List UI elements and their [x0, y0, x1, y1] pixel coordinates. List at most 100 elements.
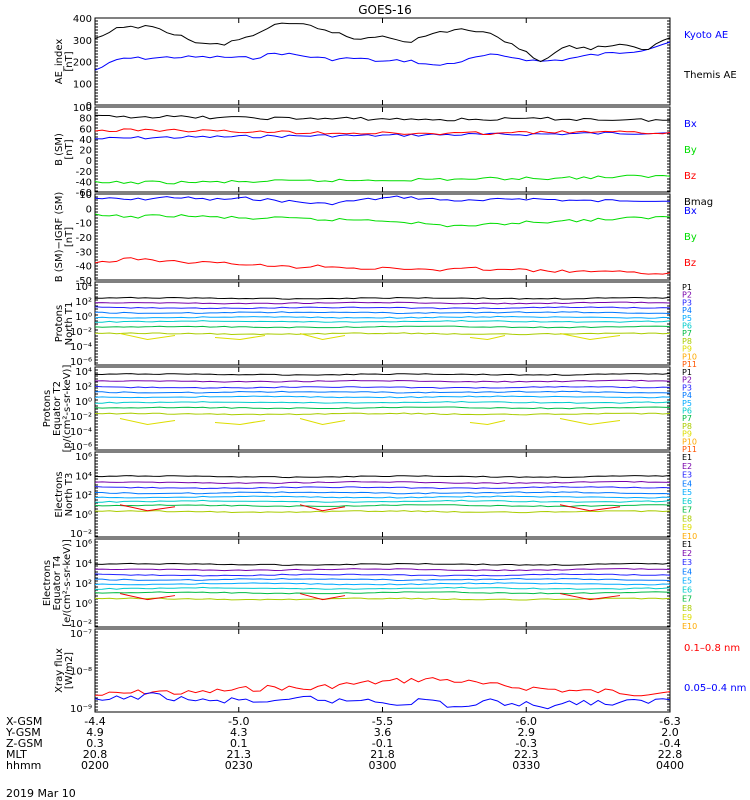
y-tick-label: 10⁻² [70, 327, 92, 338]
y-tick-label: 10⁰ [75, 510, 92, 521]
sparse-segment [469, 334, 506, 340]
channel-label: E7 [682, 595, 692, 604]
y-tick-label: 10⁰ [75, 397, 92, 408]
y-tick-label: 20 [79, 146, 92, 157]
y-tick-label: 10⁻⁷ [70, 629, 92, 640]
y-axis-label-line: [p/(cm²-s-sr-keV)] [62, 365, 73, 453]
channel-label: E9 [682, 613, 692, 622]
sparse-segment [299, 504, 346, 512]
y-tick-label: 10⁶ [75, 539, 92, 550]
channel-line-P2 [94, 301, 671, 305]
footer-value: 0300 [369, 759, 397, 772]
channel-line-P6 [95, 319, 671, 323]
footer-value: 21.3 [227, 748, 252, 761]
channel-label: P4 [682, 391, 692, 400]
sparse-segment [119, 504, 176, 512]
y-axis-label-line: Equator T4 [52, 556, 63, 611]
footer-value: 0.3 [86, 737, 104, 750]
y-axis-label: B (SM)−IGRF (SM)[nT] [54, 192, 75, 283]
series-line-Bz [94, 257, 671, 275]
y-tick-label: 10⁻⁸ [70, 667, 92, 678]
footer-value: -6.0 [516, 715, 537, 728]
y-axis-label-line: [nT] [64, 51, 75, 71]
panel-bigrf: B (SM)−IGRF (SM)[nT]-50-40-30-20-10010Bx… [54, 190, 697, 287]
y-axis-label-line: AE_index [54, 39, 65, 85]
sparse-segment [299, 593, 346, 601]
channel-line-P6 [95, 400, 671, 404]
y-tick-label: 10⁴ [75, 282, 92, 293]
channel-label: E1 [682, 540, 692, 549]
channel-label: E6 [682, 586, 692, 595]
channel-label: E5 [682, 576, 692, 585]
footer-value: 0230 [225, 759, 253, 772]
footer-value: 0330 [512, 759, 540, 772]
footer-table: X-GSM -4.4 -5.0 -5.5 -6.0 -6.3 Y-GSM 4.9 4.3 3.6 2… [5, 715, 684, 772]
footer-value: 4.3 [230, 726, 248, 739]
footer-value: 0400 [656, 759, 684, 772]
y-tick-label: 10⁴ [75, 367, 92, 378]
legend-entry: By [684, 145, 697, 156]
y-tick-label: 10⁻⁶ [70, 442, 92, 453]
channel-line-E1 [94, 474, 671, 479]
sparse-segment [559, 332, 621, 340]
legend-entry: Bz [684, 171, 696, 182]
channel-label: P1 [682, 283, 692, 292]
series-line-By [94, 213, 671, 228]
y-axis-label-line: Protons [42, 390, 53, 427]
channel-line-E4 [95, 491, 671, 495]
y-axis-label-line: Protons [54, 305, 65, 342]
y-axis-label-line: North T1 [64, 302, 75, 346]
footer-value: 22.8 [658, 748, 683, 761]
channel-label: E8 [682, 514, 692, 523]
legend-entry: Bx [684, 206, 697, 217]
channel-line-E2 [94, 480, 671, 485]
legend-entry: Bz [684, 258, 696, 269]
y-tick-label: 10² [75, 382, 92, 393]
footer-value: -0.4 [659, 737, 680, 750]
channel-label: P5 [682, 399, 692, 408]
panel-frame [94, 281, 671, 366]
y-axis-label: ElectronsNorth T3 [54, 471, 75, 517]
channel-line-P2 [94, 379, 671, 383]
footer-date: 2019 Mar 10 [6, 787, 76, 800]
y-axis-label-line: Electrons [54, 471, 65, 517]
panel-pe: ProtonsEquator T2[p/(cm²-s-sr-keV)] 10⁴ 10… [42, 365, 697, 454]
y-tick-label: 400 [73, 14, 92, 25]
channel-label: P8 [682, 337, 692, 346]
y-tick-label: -20 [76, 233, 92, 244]
y-tick-label: 80 [79, 114, 92, 125]
series-line-Bz [94, 128, 671, 136]
channel-line-E2 [94, 568, 671, 572]
y-tick-label: 40 [79, 135, 92, 146]
footer-value: -0.3 [516, 737, 537, 750]
y-tick-label: 200 [73, 58, 92, 69]
sparse-segment [299, 332, 346, 340]
y-tick-label: -20 [76, 167, 92, 178]
y-tick-label: 0 [86, 156, 92, 167]
y-axis-label: ElectronsEquator T4[e/(cm²-s-sr-keV)] [42, 539, 73, 627]
y-tick-label: 300 [73, 36, 92, 47]
panel-frame [94, 106, 671, 193]
channel-label: P9 [682, 430, 692, 439]
footer-value: -4.4 [84, 715, 105, 728]
channel-label: E3 [682, 558, 692, 567]
channel-line-P4 [95, 311, 671, 315]
y-tick-label: 10⁻⁴ [70, 427, 92, 438]
panel-ee: ElectronsEquator T4[e/(cm²-s-sr-keV)] 10⁶… [42, 538, 697, 631]
y-axis-label-line: Xray flux [54, 648, 65, 693]
footer-value: 0200 [81, 759, 109, 772]
y-tick-label: 10⁻⁴ [70, 342, 92, 353]
channel-line-E3 [94, 573, 671, 577]
y-tick-label: -50 [76, 276, 92, 287]
footer-value: -6.3 [659, 715, 680, 728]
channel-label: P6 [682, 322, 692, 331]
sparse-segment [214, 334, 266, 340]
channel-label: E1 [682, 453, 692, 462]
series-line-0.05–0.4 nm [94, 692, 671, 710]
channel-label: E3 [682, 471, 692, 480]
footer-value: 21.8 [370, 748, 395, 761]
y-tick-label: 100 [73, 79, 92, 90]
figure-title: GOES-16 [358, 3, 412, 17]
